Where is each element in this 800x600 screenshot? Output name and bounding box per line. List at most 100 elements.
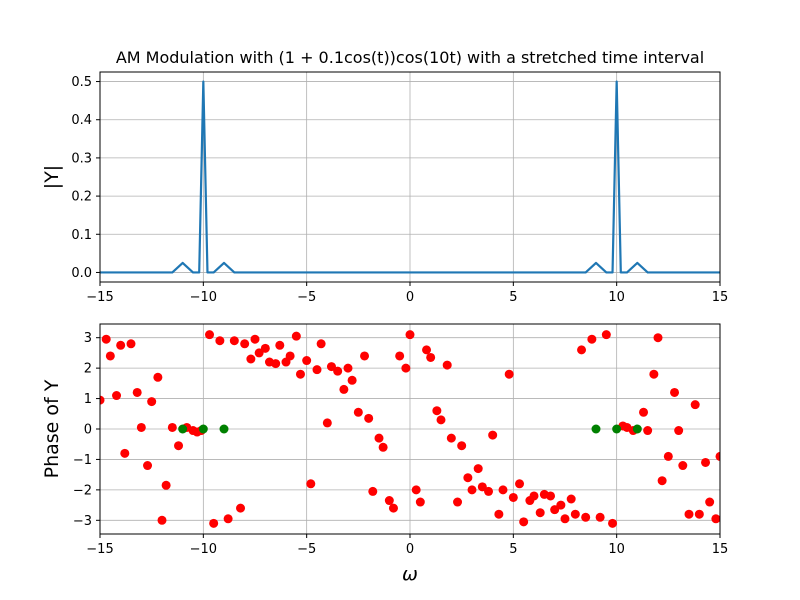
phase-point-red — [467, 485, 477, 495]
phase-point-red — [312, 365, 322, 375]
phase-point-red — [116, 340, 126, 350]
phase-point-red — [120, 448, 130, 458]
phase-point-red — [529, 491, 539, 501]
phase-xtick-label: 10 — [608, 542, 625, 557]
phase-xtick-label: 0 — [406, 542, 414, 557]
phase-point-red — [223, 514, 233, 524]
magnitude-ytick-label: 0.1 — [71, 228, 92, 243]
phase-point-red — [674, 426, 684, 436]
phase-point-red — [711, 514, 720, 524]
phase-point-red — [229, 336, 239, 346]
phase-point-red — [360, 351, 370, 361]
phase-point-red — [432, 406, 442, 416]
phase-point-red — [295, 369, 305, 379]
phase-point-red — [457, 441, 467, 451]
phase-point-red — [639, 407, 649, 417]
phase-point-red — [519, 517, 529, 527]
phase-point-red — [488, 430, 498, 440]
phase-ytick-label: 1 — [84, 392, 92, 407]
phase-point-red — [670, 387, 680, 397]
phase-point-red — [653, 333, 663, 343]
phase-point-red — [132, 387, 142, 397]
phase-point-red — [436, 415, 446, 425]
phase-point-red — [153, 372, 163, 382]
phase-point-red — [663, 451, 673, 461]
phase-point-red — [484, 486, 494, 496]
phase-point-red — [411, 485, 421, 495]
phase-point-red — [240, 339, 250, 349]
phase-point-red — [463, 473, 473, 483]
phase-xlabel: ω — [402, 563, 418, 585]
phase-ytick-label: −3 — [73, 514, 92, 529]
phase-ytick-label: −2 — [73, 483, 92, 498]
phase-point-red — [306, 479, 316, 489]
phase-point-red — [271, 359, 281, 369]
phase-xtick-label: −5 — [297, 542, 316, 557]
magnitude-ytick-label: 0.4 — [71, 113, 92, 128]
phase-point-red — [401, 363, 411, 373]
phase-point-red — [285, 351, 295, 361]
phase-point-green — [591, 424, 601, 434]
phase-point-red — [657, 476, 667, 486]
phase-point-red — [508, 492, 518, 502]
phase-point-red — [405, 330, 415, 340]
magnitude-ylabel: |Y| — [41, 165, 63, 189]
magnitude-ytick-label: 0.5 — [71, 75, 92, 90]
phase-point-red — [694, 509, 704, 519]
phase-point-red — [316, 339, 326, 349]
phase-point-green — [632, 424, 642, 434]
phase-point-red — [143, 461, 153, 471]
phase-point-red — [473, 464, 483, 474]
magnitude-xtick-label: −15 — [86, 290, 113, 305]
phase-point-red — [649, 369, 659, 379]
phase-xtick-label: −15 — [86, 542, 113, 557]
phase-point-red — [167, 422, 177, 432]
phase-ytick-label: −1 — [73, 453, 92, 468]
phase-points-group — [100, 330, 720, 528]
phase-point-red — [291, 331, 301, 341]
phase-point-red — [426, 352, 436, 362]
phase-plot-area — [100, 330, 720, 528]
phase-point-red — [126, 339, 136, 349]
phase-point-red — [101, 334, 111, 344]
phase-point-red — [422, 345, 432, 355]
phase-point-red — [515, 479, 525, 489]
phase-point-red — [326, 362, 336, 372]
phase-point-red — [322, 418, 332, 428]
phase-point-red — [353, 407, 363, 417]
phase-ylabel: Phase of Y — [41, 379, 63, 478]
phase-point-red — [498, 485, 508, 495]
phase-point-red — [161, 480, 171, 490]
phase-point-red — [550, 505, 560, 515]
phase-point-red — [136, 422, 146, 432]
phase-point-red — [715, 451, 720, 461]
phase-point-red — [587, 334, 597, 344]
phase-point-red — [601, 330, 611, 340]
phase-point-green — [198, 424, 208, 434]
phase-point-red — [100, 395, 105, 405]
phase-point-red — [333, 366, 343, 376]
phase-point-red — [339, 384, 349, 394]
magnitude-series-line — [100, 80, 720, 274]
phase-point-red — [643, 426, 653, 436]
phase-xtick-label: 5 — [509, 542, 517, 557]
phase-ytick-label: 3 — [84, 331, 92, 346]
phase-point-red — [388, 503, 398, 513]
phase-point-red — [566, 494, 576, 504]
phase-point-red — [453, 497, 463, 507]
phase-point-red — [705, 497, 715, 507]
chart-title: AM Modulation with (1 + 0.1cos(t))cos(10… — [116, 48, 704, 67]
magnitude-ytick-label: 0.0 — [71, 266, 92, 281]
phase-point-red — [205, 330, 215, 340]
phase-point-red — [504, 369, 514, 379]
phase-point-green — [219, 424, 229, 434]
phase-point-red — [477, 482, 487, 492]
magnitude-ytick-label: 0.3 — [71, 151, 92, 166]
phase-point-red — [368, 486, 378, 496]
phase-point-red — [595, 512, 605, 522]
phase-point-red — [254, 348, 264, 358]
magnitude-xtick-label: 5 — [509, 290, 517, 305]
phase-point-red — [347, 375, 357, 385]
